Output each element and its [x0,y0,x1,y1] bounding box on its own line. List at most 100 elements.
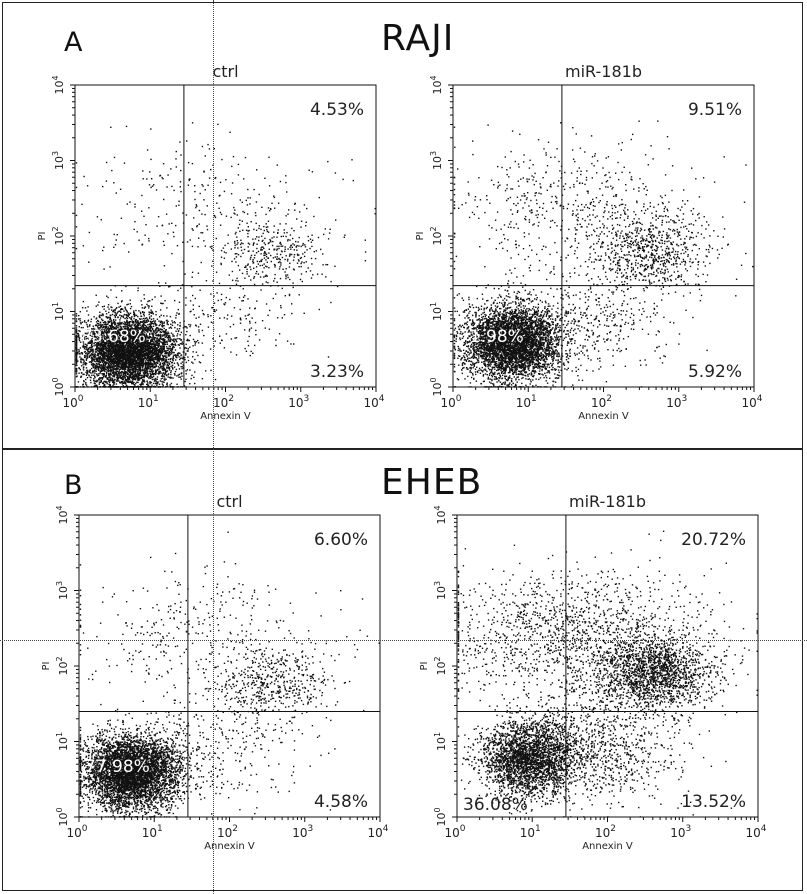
event-dot [131,373,133,375]
event-dot [159,285,161,287]
event-dot [160,352,162,354]
event-dot [140,375,142,377]
event-dot [147,351,149,354]
event-dot [161,360,163,362]
event-dot [87,320,89,322]
event-dot [75,315,78,317]
event-dot [141,369,143,371]
event-dot [172,333,174,336]
event-dot [94,341,97,344]
event-dot [151,338,153,341]
event-dot [108,373,110,375]
event-dot [113,309,115,311]
event-dot [167,366,169,369]
event-dot [81,338,84,341]
event-dot [161,366,163,368]
event-dot [100,323,102,325]
event-dot [128,355,130,357]
event-dot [120,301,123,303]
event-dot [187,356,189,358]
event-dot [121,308,123,310]
event-dot [121,336,123,338]
event-dot [99,337,101,339]
event-dot [111,339,114,341]
event-dot [146,318,148,320]
event-dot [114,361,116,363]
event-dot [131,364,134,366]
event-dot [126,375,128,378]
event-dot [169,353,171,356]
event-dot [151,349,154,352]
event-dot [127,360,130,363]
event-dot [109,352,112,354]
event-dot [136,359,138,361]
event-dot [130,368,132,370]
event-dot [141,304,143,306]
event-dot [154,379,156,381]
event-dot [100,379,102,382]
event-dot [131,382,133,385]
event-dot [116,337,119,339]
event-dot [179,352,181,355]
event-dot [108,347,110,349]
event-dot [160,335,162,337]
event-dot [160,372,162,374]
event-dot [149,362,151,364]
event-dot [137,364,140,366]
event-dot [89,354,92,356]
event-dot [143,311,145,314]
event-dot [167,349,169,351]
event-dot [137,336,139,338]
event-dot [117,336,120,338]
event-dot [138,352,141,355]
event-dot [105,339,107,341]
event-dot [135,374,138,377]
event-dot [140,300,142,302]
event-dot [166,343,169,345]
event-dot [91,348,93,351]
event-dot [201,342,203,344]
event-dot [151,328,154,331]
event-dot [103,323,105,326]
event-dot [167,376,169,378]
event-dot [79,368,81,371]
event-dot [118,365,120,367]
event-dot [189,346,191,348]
event-dot [125,327,127,330]
event-dot [102,350,104,352]
event-dot [149,343,151,346]
event-dot [144,336,146,338]
event-dot [163,381,165,383]
event-dot [128,356,131,358]
event-dot [110,369,113,371]
event-dot [88,351,90,353]
event-dot [122,379,124,381]
event-dot [142,311,144,313]
event-dot [146,362,149,364]
event-dot [100,318,103,320]
event-dot [118,356,120,358]
event-dot [87,332,90,335]
event-dot [166,363,169,365]
event-dot [91,346,93,348]
event-dot [139,324,141,326]
event-dot [132,371,134,373]
event-dot [75,347,78,349]
event-dot [134,336,136,338]
event-dot [103,361,106,364]
event-dot [142,341,144,344]
event-dot [178,376,180,378]
event-dot [115,330,118,332]
event-dot [99,311,101,313]
event-dot [134,365,136,368]
event-dot [126,326,128,328]
event-dot [167,353,169,355]
event-dot [155,349,158,351]
event-dot [148,307,150,309]
event-dot [127,312,130,314]
event-dot [115,319,117,321]
event-dot [148,370,150,372]
event-dot [123,351,125,353]
event-dot [112,333,114,335]
event-dot [166,382,168,384]
